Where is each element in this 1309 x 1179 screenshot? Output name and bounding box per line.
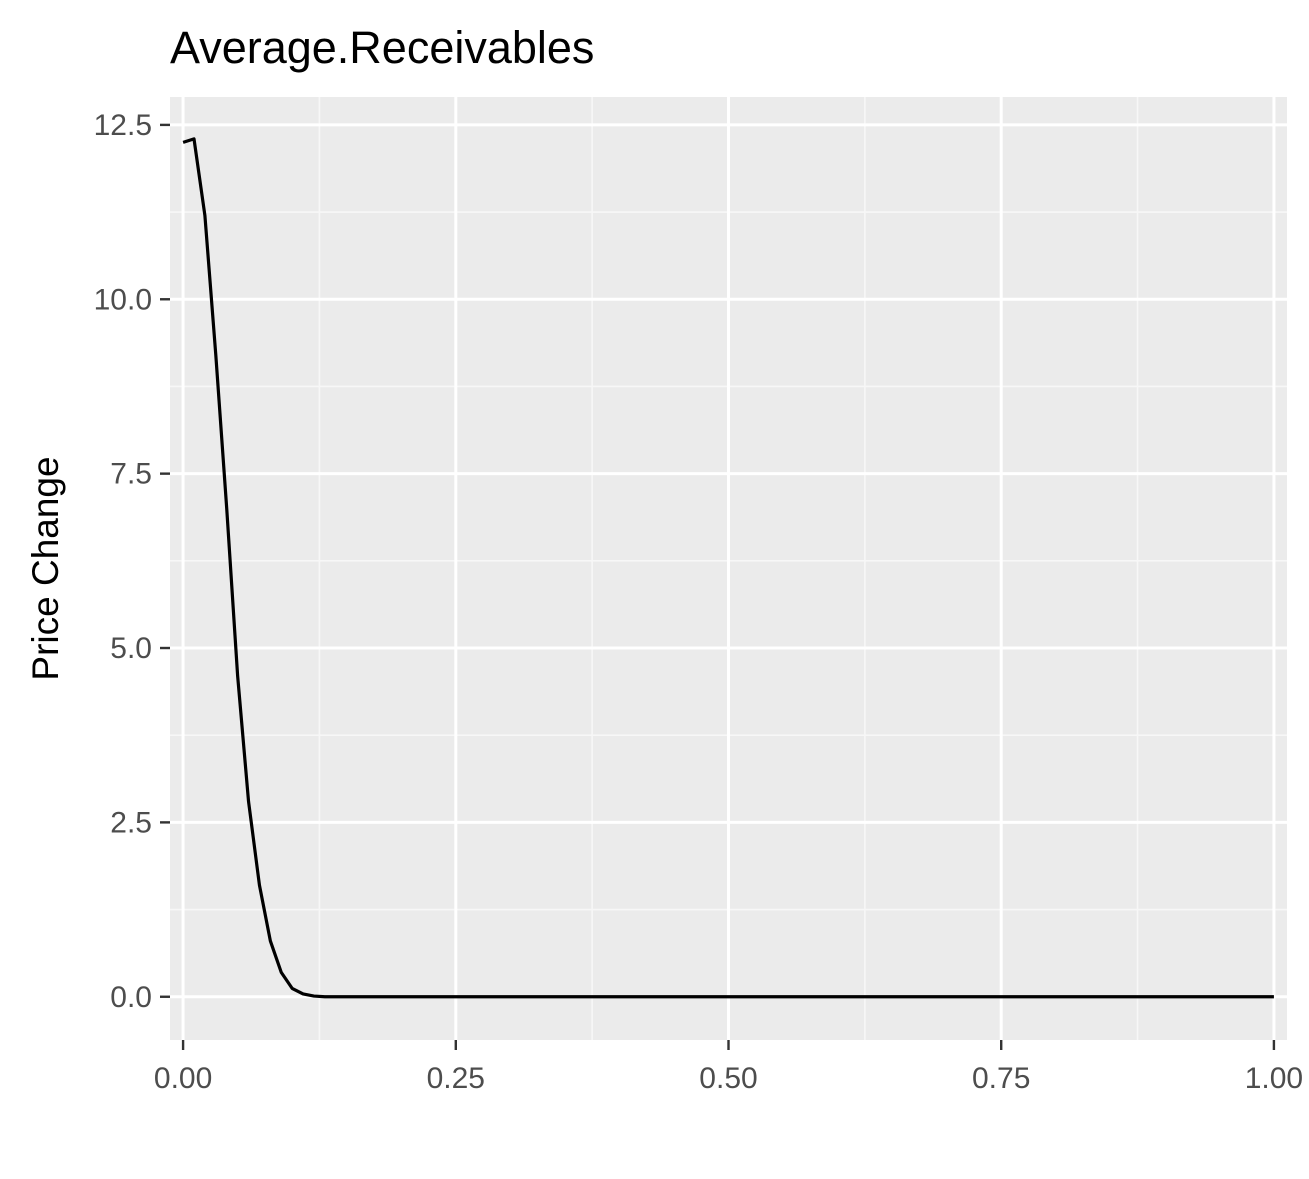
y-axis: 0.0 2.5 5.0 7.5 10.0 12.5 xyxy=(94,109,170,1014)
y-tick-label: 2.5 xyxy=(110,806,152,839)
x-tick-label: 0.50 xyxy=(699,1062,757,1095)
x-tick-label: 0.75 xyxy=(972,1062,1030,1095)
x-tick-label: 0.00 xyxy=(154,1062,212,1095)
y-tick-label: 10.0 xyxy=(94,283,152,316)
y-tick-label: 12.5 xyxy=(94,109,152,142)
series-layer xyxy=(182,137,1274,999)
y-tick-label: 0.0 xyxy=(110,981,152,1014)
y-tick-label: 5.0 xyxy=(110,632,152,665)
y-tick-label: 7.5 xyxy=(110,458,152,491)
series-line xyxy=(182,137,1274,999)
x-tick-label: 1.00 xyxy=(1245,1062,1303,1095)
y-axis-title: Price Change xyxy=(25,456,66,680)
x-tick-label: 0.25 xyxy=(427,1062,485,1095)
x-axis: 0.00 0.25 0.50 0.75 1.00 xyxy=(154,1040,1303,1095)
chart-title: Average.Receivables xyxy=(170,22,594,73)
